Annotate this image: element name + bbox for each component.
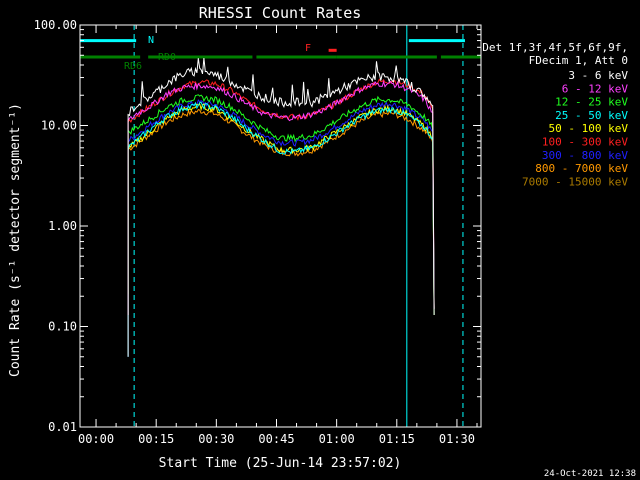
flag-label: RD0 (158, 52, 176, 63)
legend-entry: 800 - 7000 keV (535, 162, 628, 175)
flag-and-marker-layer (80, 25, 481, 427)
plot-timestamp: 24-Oct-2021 12:38 (544, 469, 636, 479)
legend-entry: 3 - 6 keV (568, 69, 628, 82)
chart-title: RHESSI Count Rates (199, 4, 362, 22)
legend-entry: 7000 - 15000 keV (522, 175, 628, 188)
series-line (127, 102, 435, 316)
legend-header: Det 1f,3f,4f,5f,6f,9f, (482, 41, 628, 54)
y-tick-label: 100.00 (34, 18, 77, 32)
x-tick-label: 00:30 (198, 432, 234, 446)
x-tick-label: 00:00 (78, 432, 114, 446)
y-axis-label: Count Rate (s⁻¹ detector segment⁻¹) (8, 103, 23, 377)
series-line (127, 79, 435, 315)
y-tick-label: 0.01 (48, 420, 77, 434)
y-tick-label: 1.00 (48, 219, 77, 233)
series-line (127, 99, 435, 357)
y-tick-label: 10.00 (41, 119, 77, 133)
legend-entry: 6 - 12 keV (562, 82, 629, 95)
flag-label: RD6 (124, 61, 142, 72)
x-tick-label: 01:30 (439, 432, 475, 446)
flag-label: F (305, 43, 311, 54)
x-tick-label: 01:15 (379, 432, 415, 446)
legend-entry: 300 - 800 keV (542, 149, 628, 162)
flag-label-layer: N RD6 RD0 F (124, 35, 311, 72)
series-line (127, 57, 435, 357)
legend-entry: 25 - 50 keV (555, 109, 628, 122)
legend-entry: 50 - 100 keV (549, 122, 629, 135)
legend-entry: 12 - 25 keV (555, 96, 628, 109)
x-tick-label: 00:15 (138, 432, 174, 446)
legend: Det 1f,3f,4f,5f,6f,9f,FDecim 1, Att 0 3 -… (482, 41, 628, 188)
plot-frame (79, 24, 482, 428)
x-tick-label: 01:00 (319, 432, 355, 446)
series-line (127, 108, 435, 315)
series-layer (127, 57, 435, 357)
series-line (127, 101, 435, 357)
y-tick-label: 0.10 (48, 320, 77, 334)
flag-label: N (148, 35, 154, 46)
axis-layer: 00:00 00:15 00:30 00:45 01:00 01:15 01:30 100.0… (34, 18, 481, 446)
x-axis-label: Start Time (25-Jun-14 23:57:02) (159, 456, 402, 471)
series-line (127, 94, 435, 316)
legend-entry: 100 - 300 keV (542, 136, 628, 149)
legend-header: FDecim 1, Att 0 (529, 54, 628, 67)
x-tick-label: 00:45 (258, 432, 294, 446)
series-line (127, 78, 435, 309)
